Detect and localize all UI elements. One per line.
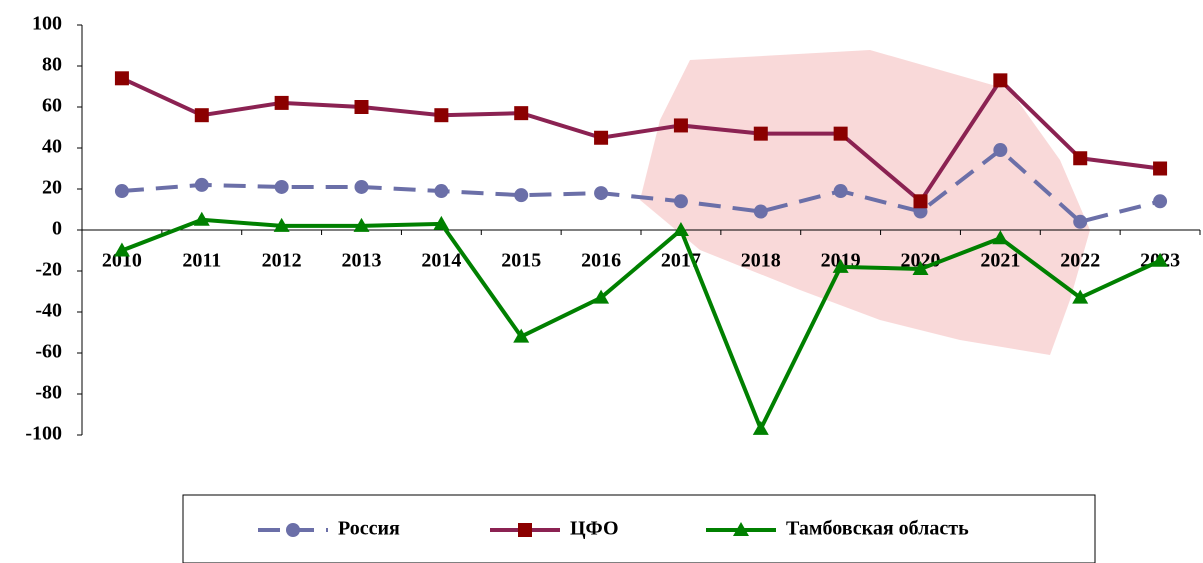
data-point	[115, 71, 129, 85]
data-point	[195, 178, 209, 192]
data-point	[834, 184, 848, 198]
legend-label: ЦФО	[570, 518, 619, 540]
data-point	[1153, 162, 1167, 176]
x-tick-label: 2018	[741, 250, 781, 272]
data-point	[434, 108, 448, 122]
data-point	[674, 194, 688, 208]
data-point	[754, 127, 768, 141]
data-point	[434, 184, 448, 198]
y-tick-label: -40	[35, 300, 62, 322]
data-point	[834, 127, 848, 141]
data-point	[674, 118, 688, 132]
chart: -100-80-60-40-20020406080100201020112012…	[0, 0, 1203, 563]
x-tick-label: 2015	[501, 250, 541, 272]
y-tick-label: -80	[35, 382, 62, 404]
y-tick-label: -20	[35, 259, 62, 281]
data-point	[1153, 194, 1167, 208]
legend-marker	[286, 523, 300, 537]
x-tick-label: 2011	[182, 250, 221, 272]
data-point	[195, 108, 209, 122]
data-point	[993, 143, 1007, 157]
x-tick-label: 2013	[342, 250, 382, 272]
data-point	[115, 184, 129, 198]
data-point	[754, 205, 768, 219]
data-point	[1073, 215, 1087, 229]
data-point	[594, 131, 608, 145]
x-tick-label: 2016	[581, 250, 621, 272]
data-point	[993, 73, 1007, 87]
data-point	[514, 106, 528, 120]
y-tick-label: 80	[42, 54, 62, 76]
y-tick-label: -100	[25, 423, 62, 445]
data-point	[1073, 151, 1087, 165]
y-tick-label: 100	[32, 13, 62, 35]
y-tick-label: -60	[35, 341, 62, 363]
x-tick-label: 2022	[1060, 250, 1100, 272]
data-point	[753, 421, 769, 435]
y-tick-label: 40	[42, 136, 62, 158]
data-point	[594, 186, 608, 200]
y-tick-label: 60	[42, 95, 62, 117]
legend-label: Тамбовская область	[786, 518, 969, 540]
x-tick-label: 2012	[262, 250, 302, 272]
data-point	[355, 180, 369, 194]
page: {"chart_data": {"type": "line", "categor…	[0, 0, 1203, 563]
legend-marker	[518, 523, 532, 537]
data-point	[275, 180, 289, 194]
data-point	[355, 100, 369, 114]
y-tick-label: 0	[52, 218, 62, 240]
data-point	[275, 96, 289, 110]
x-tick-label: 2014	[421, 250, 461, 272]
background-map	[640, 50, 1090, 355]
y-tick-label: 20	[42, 177, 62, 199]
x-tick-label: 2021	[980, 250, 1020, 272]
data-point	[514, 188, 528, 202]
legend-label: Россия	[338, 518, 400, 540]
data-point	[914, 194, 928, 208]
